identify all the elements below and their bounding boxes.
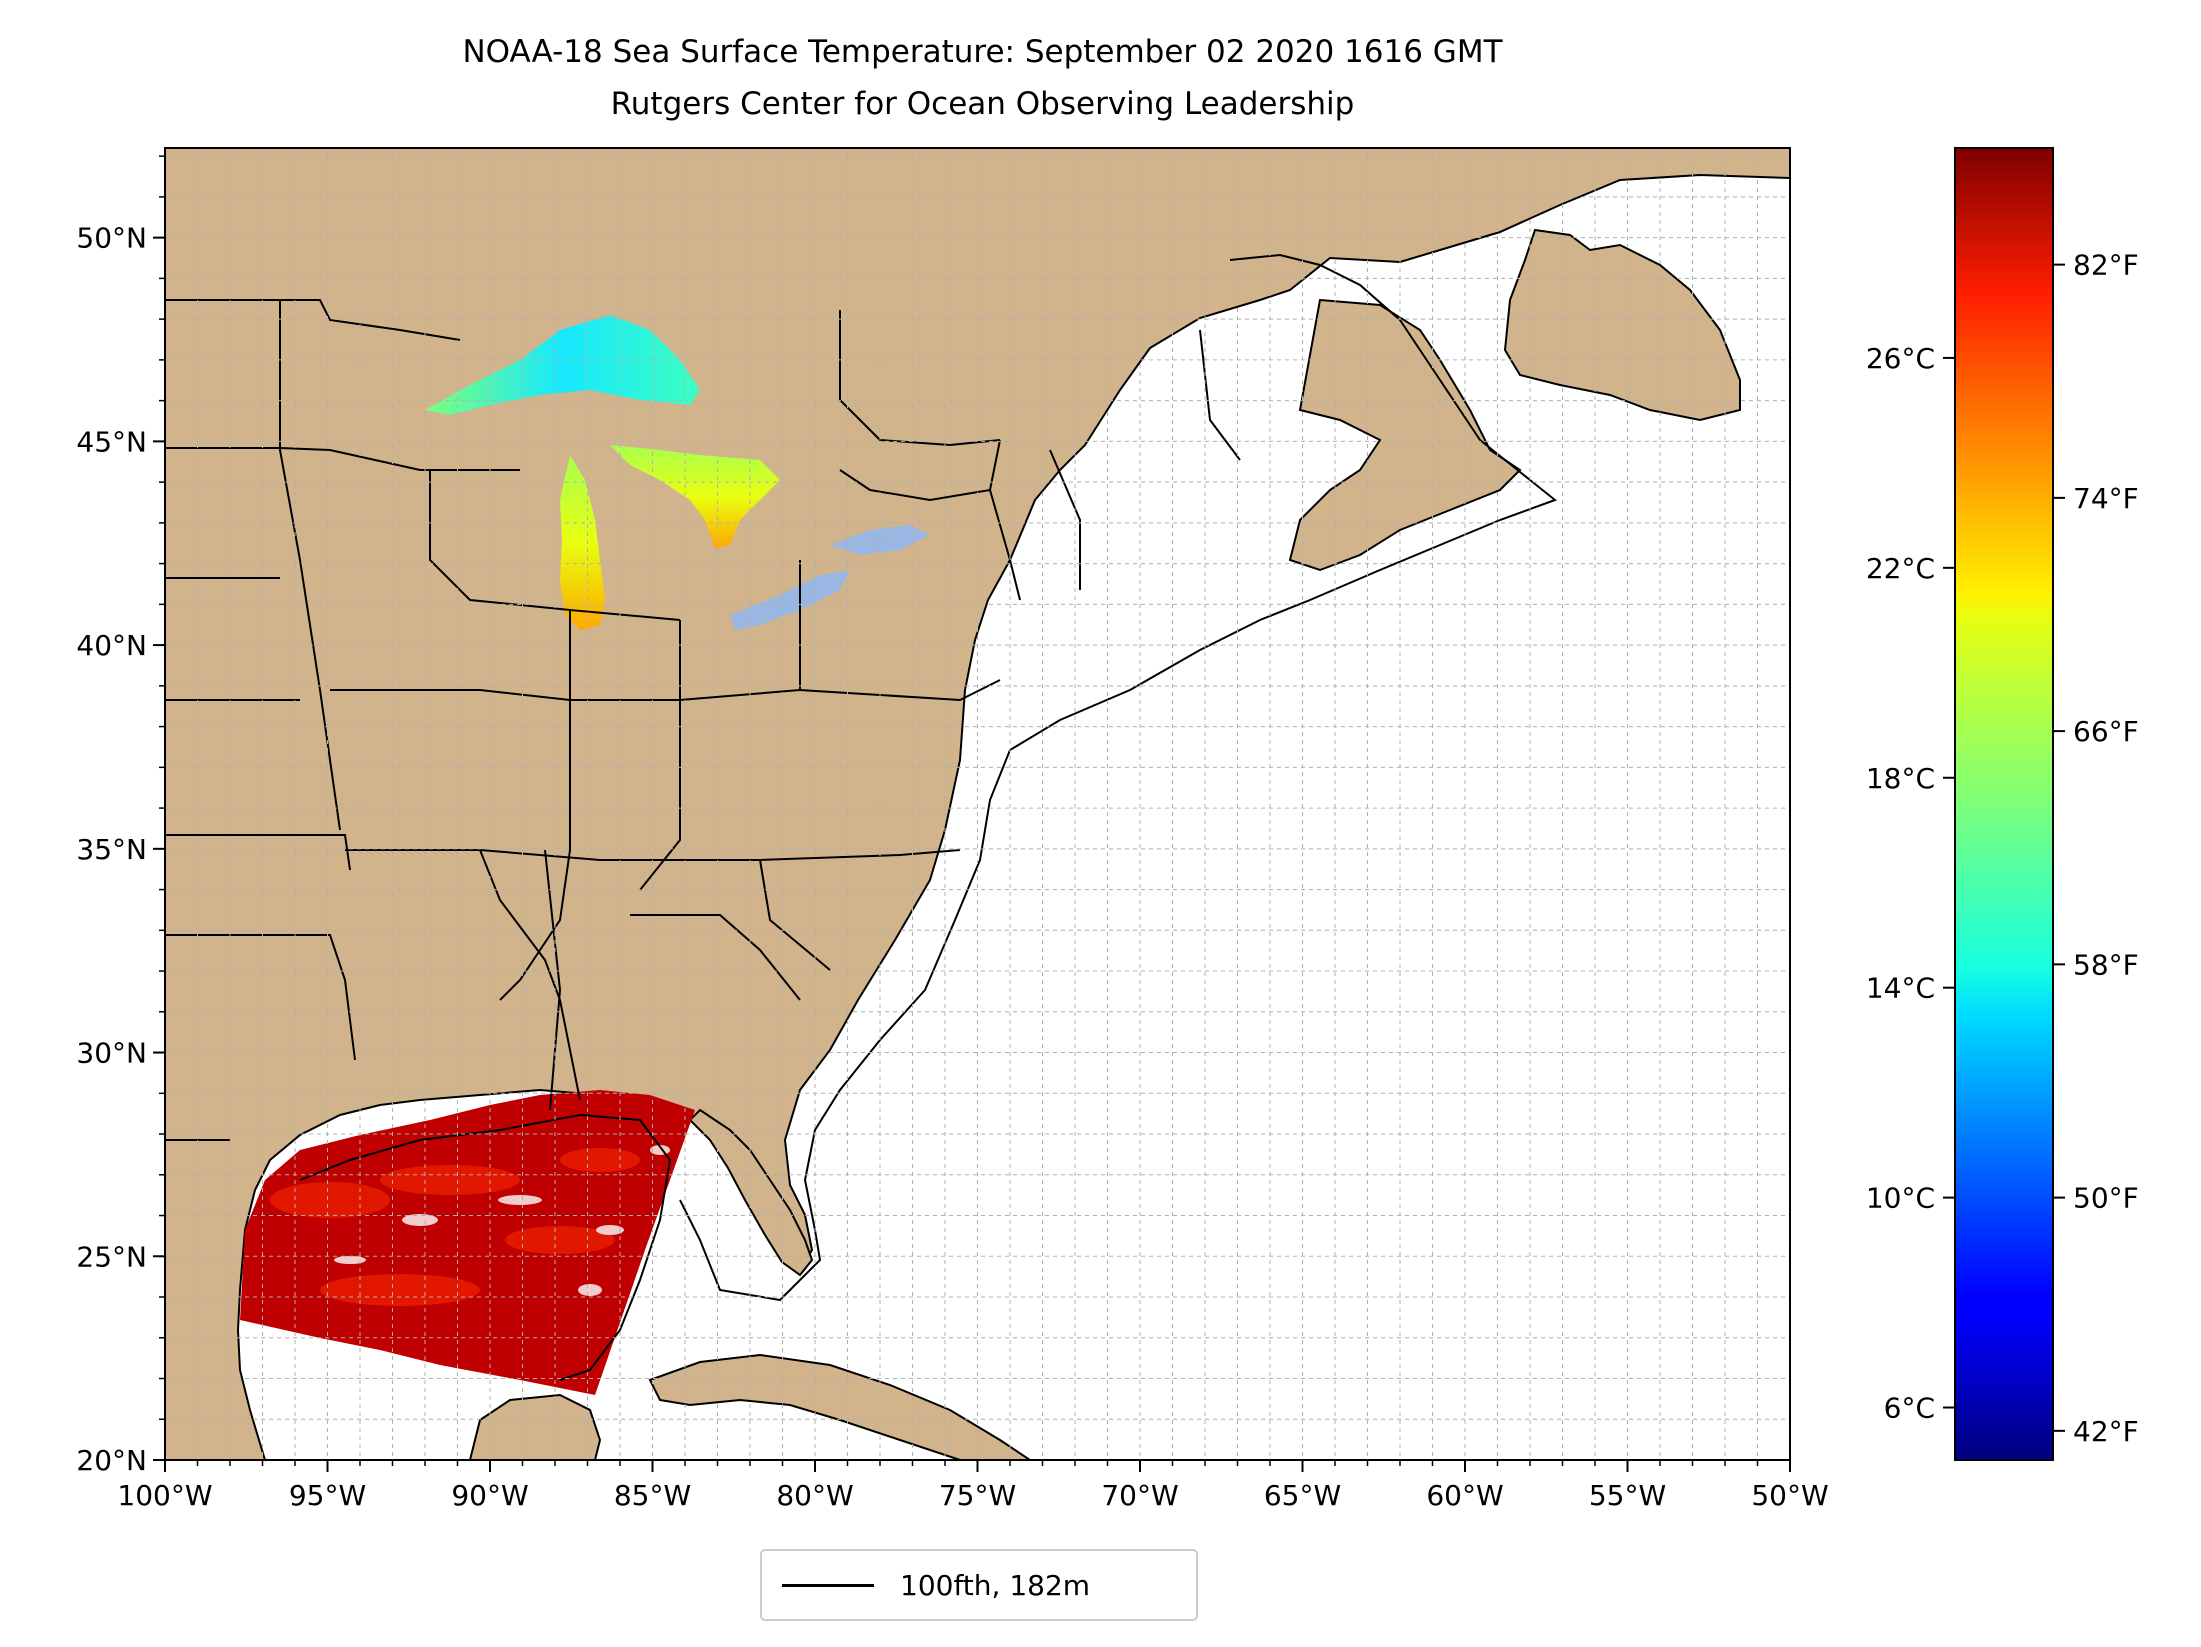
x-tick-label: 85°W <box>614 1479 691 1512</box>
x-tick-label: 55°W <box>1589 1479 1666 1512</box>
isobath-100fth <box>679 253 1558 1302</box>
colorbar-fahrenheit-label: 74°F <box>2073 482 2139 515</box>
map-title: NOAA-18 Sea Surface Temperature: Septemb… <box>462 34 1503 70</box>
y-tick-label: 45°N <box>76 425 147 458</box>
colorbar-celsius-label: 18°C <box>1866 762 1935 795</box>
map-subtitle: Rutgers Center for Ocean Observing Leade… <box>610 86 1355 122</box>
x-tick-label: 80°W <box>776 1479 853 1512</box>
x-tick-label: 90°W <box>451 1479 528 1512</box>
x-tick-label: 100°W <box>117 1479 212 1512</box>
lake-superior <box>425 315 700 415</box>
x-tick-label: 95°W <box>289 1479 366 1512</box>
map-plot-area <box>165 148 1790 1460</box>
x-tick-label: 75°W <box>939 1479 1016 1512</box>
land-newfoundland <box>1503 228 1741 422</box>
land-yucatan <box>468 1393 602 1460</box>
y-tick-label: 30°N <box>76 1037 147 1070</box>
colorbar-celsius-label: 14°C <box>1866 972 1935 1005</box>
x-tick-label: 65°W <box>1264 1479 1341 1512</box>
x-tick-label: 50°W <box>1751 1479 1828 1512</box>
colorbar-celsius-label: 26°C <box>1866 342 1935 375</box>
colorbar <box>1954 147 2054 1461</box>
y-tick-label: 50°N <box>76 222 147 255</box>
political-borders <box>165 299 1241 1141</box>
colorbar-fahrenheit-label: 50°F <box>2073 1182 2139 1215</box>
colorbar-fahrenheit-label: 82°F <box>2073 249 2139 282</box>
lake-erie <box>730 570 850 630</box>
colorbar-ticks: 6°C 10°C 14°C 18°C 22°C 26°C 42°F 50°F 58°F 66°F 7… <box>1866 249 2139 1448</box>
x-tick-label: 60°W <box>1426 1479 1503 1512</box>
colorbar-fahrenheit-label: 58°F <box>2073 948 2139 981</box>
legend-label: 100fth, 182m <box>900 1568 1091 1602</box>
land-florida <box>688 1108 814 1277</box>
colorbar-fahrenheit-label: 66°F <box>2073 715 2139 748</box>
x-tick-label: 70°W <box>1101 1479 1178 1512</box>
lake-michigan <box>560 455 605 630</box>
isobath-100fth-gulf <box>299 1113 672 1381</box>
axis-ticks: 100°W 95°W 90°W 85°W 80°W 75°W 70°W 65°W 60°W 55°… <box>76 155 1829 1512</box>
graticule-grid <box>165 148 1790 1460</box>
legend: 100fth, 182m <box>760 1549 1198 1621</box>
land-maritimes <box>1288 298 1522 572</box>
gulf-sst-gaps <box>334 1145 670 1296</box>
y-tick-label: 25°N <box>76 1240 147 1273</box>
colorbar-celsius-label: 10°C <box>1866 1182 1935 1215</box>
land-cuba <box>648 1353 1032 1460</box>
y-tick-label: 40°N <box>76 629 147 662</box>
colorbar-celsius-label: 6°C <box>1884 1392 1935 1425</box>
y-tick-label: 20°N <box>76 1444 147 1477</box>
legend-line-swatch <box>782 1583 874 1587</box>
colorbar-fahrenheit-label: 42°F <box>2073 1415 2139 1448</box>
y-tick-label: 35°N <box>76 833 147 866</box>
colorbar-celsius-label: 22°C <box>1866 552 1935 585</box>
